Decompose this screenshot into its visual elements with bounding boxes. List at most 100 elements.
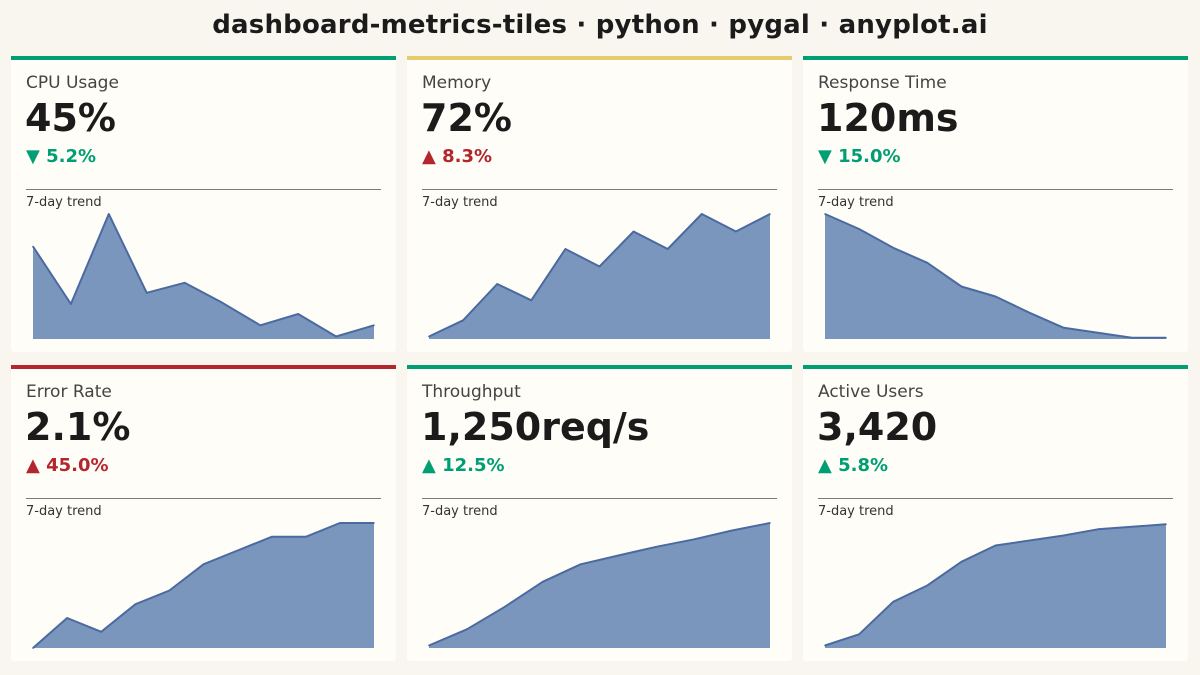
tile-divider <box>818 498 1173 499</box>
sparkline-point <box>428 644 430 647</box>
sparkline-point <box>496 283 498 285</box>
sparkline-point <box>1131 337 1133 339</box>
sparkline-point <box>108 213 110 215</box>
sparkline-point <box>339 522 341 524</box>
sparkline-point <box>66 617 68 619</box>
tile-memory: Memory 72% ▲ 8.3% 7-day trend <box>407 56 792 352</box>
sparkline-point <box>960 285 963 288</box>
sparkline-point <box>236 549 239 552</box>
trend-label: 7-day trend <box>422 504 498 519</box>
sparkline-point <box>1062 327 1065 329</box>
tile-cpu-usage: CPU Usage 45% ▼ 5.2% 7-day trend <box>11 56 396 352</box>
sparkline-point <box>1028 539 1031 542</box>
tile-label: Memory <box>422 73 492 93</box>
tile-accent-bar <box>803 56 1188 60</box>
sparkline-point <box>1165 337 1167 339</box>
tile-accent-bar <box>11 56 396 60</box>
sparkline-area <box>825 214 1166 339</box>
sparkline-point <box>305 536 307 538</box>
sparkline-point <box>824 644 826 647</box>
sparkline-chart <box>32 213 375 339</box>
sparkline-point <box>735 230 737 233</box>
sparkline-point <box>428 335 430 338</box>
trend-label: 7-day trend <box>26 195 102 210</box>
sparkline-point <box>183 282 186 284</box>
tile-delta: ▼ 15.0% <box>818 146 901 167</box>
tile-delta: ▲ 12.5% <box>422 455 505 476</box>
tile-label: Response Time <box>818 73 947 93</box>
sparkline-chart <box>428 213 771 339</box>
sparkline-point <box>892 247 894 249</box>
sparkline-point <box>769 213 771 215</box>
sparkline-point <box>617 554 620 557</box>
trend-label: 7-day trend <box>26 504 102 519</box>
tile-divider <box>26 189 381 190</box>
tile-value: 120ms <box>817 96 959 140</box>
sparkline-point <box>926 584 929 587</box>
sparkline-point <box>270 536 273 538</box>
sparkline-chart <box>428 522 771 648</box>
sparkline-point <box>373 324 375 327</box>
sparkline-area <box>33 523 374 648</box>
tile-error-rate: Error Rate 2.1% ▲ 45.0% 7-day trend <box>11 365 396 661</box>
tile-response-time: Response Time 120ms ▼ 15.0% 7-day trend <box>803 56 1188 352</box>
sparkline-point <box>202 563 205 566</box>
trend-label: 7-day trend <box>818 504 894 519</box>
tile-accent-bar <box>803 365 1188 369</box>
trend-label: 7-day trend <box>422 195 498 210</box>
sparkline-point <box>1097 528 1099 531</box>
sparkline-point <box>335 335 337 338</box>
sparkline-point <box>666 248 669 250</box>
tile-label: Error Rate <box>26 382 112 402</box>
trend-label: 7-day trend <box>818 195 894 210</box>
sparkline-point <box>1165 523 1167 526</box>
sparkline-area <box>429 214 770 339</box>
tile-divider <box>422 498 777 499</box>
sparkline-point <box>824 213 826 215</box>
tile-divider <box>818 189 1173 190</box>
sparkline-chart <box>824 523 1167 648</box>
sparkline-line <box>428 522 771 647</box>
sparkline-chart <box>32 522 375 649</box>
sparkline-point <box>655 546 658 548</box>
tile-label: Throughput <box>422 382 521 402</box>
tile-delta: ▼ 5.2% <box>26 146 97 167</box>
sparkline-point <box>541 581 544 583</box>
sparkline-chart <box>824 213 1167 339</box>
sparkline-point <box>994 544 997 547</box>
sparkline-line <box>32 213 375 338</box>
tile-delta: ▲ 5.8% <box>818 455 889 476</box>
tile-divider <box>422 189 777 190</box>
tile-delta: ▲ 8.3% <box>422 146 493 167</box>
tile-accent-bar <box>407 56 792 60</box>
tile-value: 2.1% <box>25 405 131 449</box>
sparkline-area <box>825 524 1166 648</box>
sparkline-point <box>994 295 997 298</box>
tile-accent-bar <box>407 365 792 369</box>
sparkline-point <box>373 522 375 524</box>
sparkline-point <box>632 230 635 233</box>
sparkline-point <box>32 647 34 649</box>
sparkline-point <box>466 628 468 631</box>
sparkline-point <box>1097 332 1099 334</box>
sparkline-point <box>1028 312 1031 314</box>
sparkline-point <box>598 265 601 268</box>
tile-accent-bar <box>11 365 396 369</box>
sparkline-point <box>145 292 148 294</box>
sparkline-point <box>693 538 695 541</box>
sparkline-point <box>858 228 860 230</box>
sparkline-point <box>100 631 102 633</box>
sparkline-point <box>731 529 733 532</box>
sparkline-point <box>168 589 171 592</box>
sparkline-point <box>70 303 72 305</box>
sparkline-point <box>926 262 929 264</box>
tile-value: 72% <box>421 96 512 140</box>
sparkline-point <box>259 324 262 327</box>
sparkline-point <box>530 299 533 302</box>
sparkline-point <box>462 319 464 322</box>
tile-active-users: Active Users 3,420 ▲ 5.8% 7-day trend <box>803 365 1188 661</box>
tile-value: 3,420 <box>817 405 938 449</box>
tile-throughput: Throughput 1,250req/s ▲ 12.5% 7-day tren… <box>407 365 792 661</box>
sparkline-area <box>429 523 770 648</box>
